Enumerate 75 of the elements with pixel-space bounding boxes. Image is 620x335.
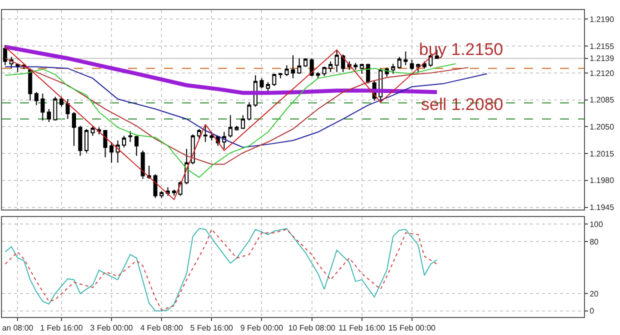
candlestick bbox=[328, 60, 333, 73]
candlestick bbox=[172, 189, 176, 196]
candlestick bbox=[103, 130, 108, 158]
candlestick bbox=[90, 125, 95, 136]
candlestick bbox=[354, 62, 358, 70]
y-tick-label: 0 bbox=[590, 306, 595, 316]
y-tick-label: 1.2139 bbox=[590, 54, 615, 64]
y-tick-label: 1.2085 bbox=[590, 96, 615, 105]
y-tick-label: 1.2155 bbox=[590, 42, 615, 51]
candlestick bbox=[410, 59, 414, 70]
candlestick bbox=[78, 125, 82, 156]
x-tick-label: 5 Feb 16:00 bbox=[190, 324, 234, 333]
candlestick bbox=[53, 96, 58, 122]
x-tick-label: 15 Feb 00:00 bbox=[388, 324, 436, 333]
x-tick-label: 9 Feb 00:00 bbox=[240, 324, 284, 333]
candlestick bbox=[40, 93, 45, 122]
candlestick bbox=[59, 96, 64, 108]
x-tick-label: 3 Feb 00:00 bbox=[90, 324, 134, 333]
candlestick bbox=[334, 49, 339, 73]
candlestick bbox=[84, 128, 89, 154]
candlestick bbox=[303, 58, 308, 68]
candlestick bbox=[290, 54, 296, 79]
candlestick bbox=[391, 63, 396, 74]
x-tick-label: 11 Feb 16:00 bbox=[338, 324, 386, 333]
candlestick bbox=[434, 49, 439, 59]
candlestick bbox=[284, 64, 289, 77]
candlestick bbox=[272, 73, 276, 86]
x-tick-label: 10 Feb 08:00 bbox=[288, 324, 336, 333]
candlestick bbox=[46, 108, 51, 123]
y-tick-label: 1.1945 bbox=[590, 203, 615, 212]
candlestick bbox=[228, 114, 232, 138]
candlestick bbox=[140, 150, 145, 180]
candlestick bbox=[197, 128, 202, 140]
y-tick-label: 1.2015 bbox=[590, 149, 615, 158]
y-tick-label: 100 bbox=[590, 220, 604, 229]
y-tick-label: 1.1980 bbox=[590, 176, 615, 186]
candlestick bbox=[260, 78, 264, 89]
candlestick bbox=[122, 135, 126, 148]
x-tick-label: 4 Feb 08:00 bbox=[140, 324, 184, 333]
y-tick-label: 80 bbox=[590, 237, 600, 246]
candlestick bbox=[247, 102, 252, 122]
candlestick bbox=[240, 114, 245, 130]
candlestick bbox=[66, 98, 70, 120]
y-tick-label: 1.2190 bbox=[590, 15, 615, 24]
candlestick bbox=[109, 142, 114, 164]
candlestick bbox=[278, 72, 283, 79]
annotation: sell 1.2080 bbox=[421, 95, 504, 114]
candlestick bbox=[134, 135, 139, 156]
candlestick bbox=[34, 92, 38, 106]
candlestick bbox=[166, 186, 170, 196]
candlestick bbox=[96, 126, 102, 135]
candlestick bbox=[203, 125, 208, 143]
candlestick bbox=[316, 72, 320, 79]
x-tick-label: an 08:00 bbox=[2, 324, 34, 333]
candlestick bbox=[160, 190, 164, 199]
candlestick bbox=[210, 132, 214, 141]
candlestick bbox=[28, 68, 32, 102]
x-tick-label: 1 Feb 16:00 bbox=[40, 324, 84, 333]
candlestick bbox=[416, 63, 420, 73]
candlestick bbox=[397, 56, 402, 69]
candlestick bbox=[297, 58, 302, 74]
candlestick bbox=[404, 50, 408, 66]
candlestick bbox=[360, 63, 364, 74]
candlestick bbox=[266, 82, 270, 93]
candlestick bbox=[128, 130, 132, 143]
y-tick-label: 1.2050 bbox=[590, 122, 615, 132]
candlestick bbox=[341, 54, 346, 73]
annotation: buy 1.2150 bbox=[419, 40, 504, 59]
y-tick-label: 1.2120 bbox=[590, 68, 615, 78]
y-tick-label: 20 bbox=[590, 289, 600, 298]
candlestick bbox=[234, 125, 239, 131]
candlestick bbox=[310, 58, 314, 77]
candlestick bbox=[322, 66, 326, 77]
candlestick bbox=[72, 112, 76, 146]
candlestick bbox=[153, 174, 158, 199]
